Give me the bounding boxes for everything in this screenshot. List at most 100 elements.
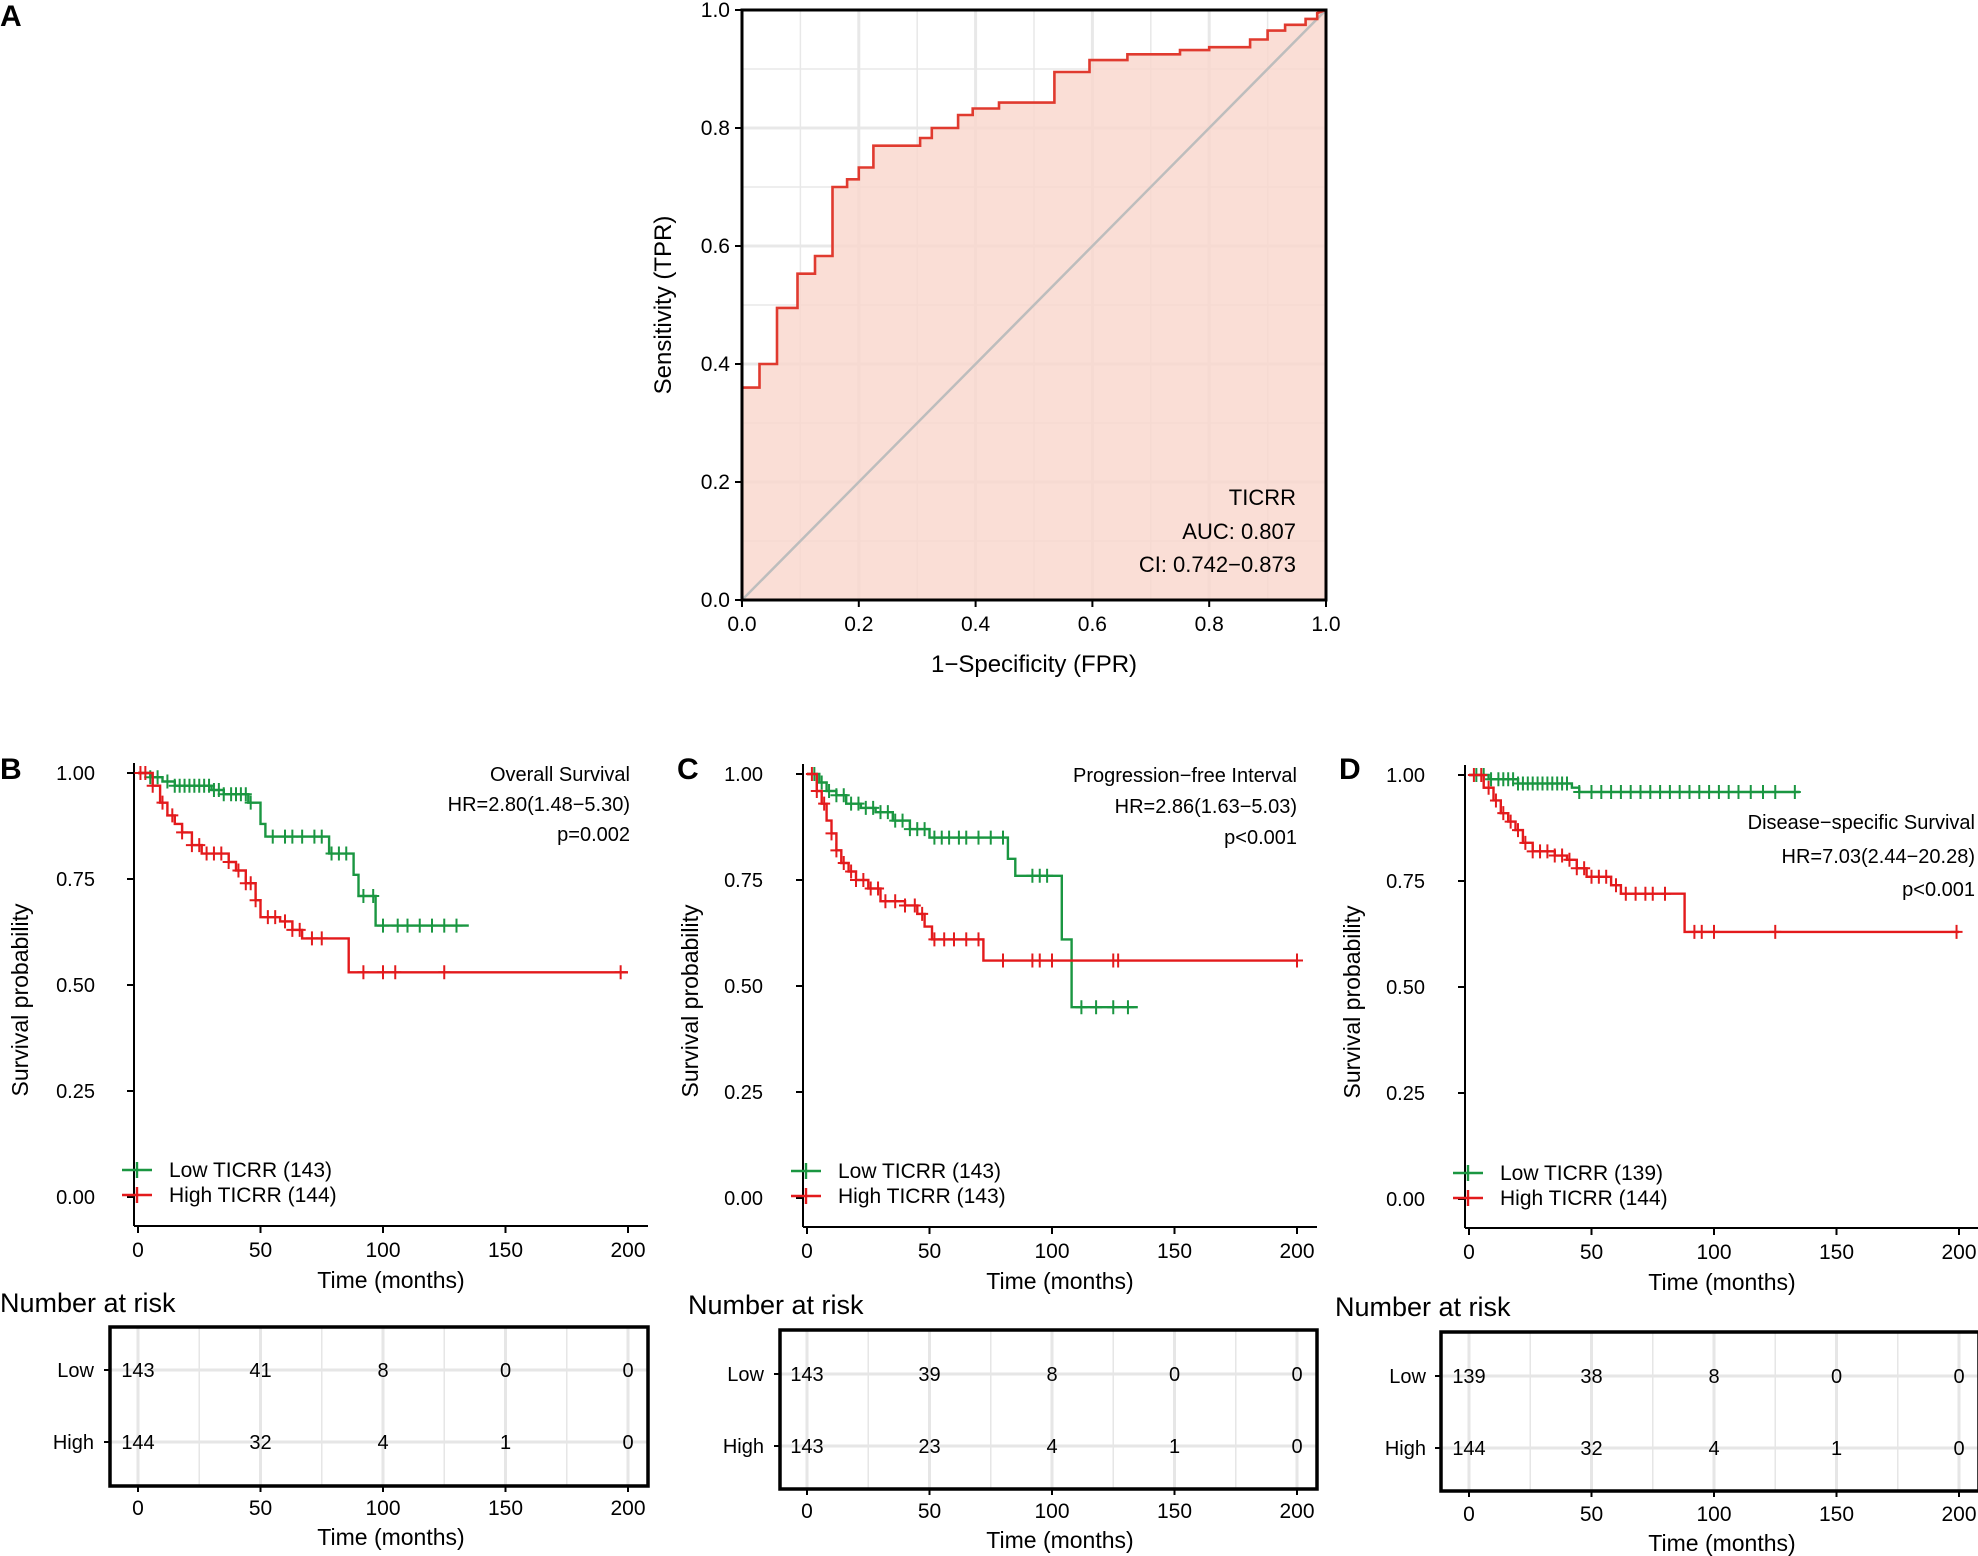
risk-x-tick-label: 150 <box>488 1497 523 1520</box>
risk-x-tick-label: 150 <box>1157 1500 1192 1523</box>
censor-mark-high <box>222 855 235 870</box>
x-tick-label: 0.6 <box>1078 613 1107 636</box>
roc-annotation: AUC: 0.807 <box>1182 519 1296 544</box>
y-tick-label: 0.25 <box>1386 1083 1425 1105</box>
censor-mark-high <box>1033 953 1046 968</box>
censor-mark-low <box>1561 776 1573 791</box>
risk-count: 0 <box>622 1432 633 1454</box>
x-tick-label: 150 <box>1157 1240 1192 1263</box>
censor-mark-high <box>845 864 858 879</box>
censor-mark-low <box>340 846 353 861</box>
risk-count: 8 <box>1708 1366 1719 1388</box>
censor-mark-low <box>918 822 931 837</box>
censor-mark-high <box>215 846 228 861</box>
censor-mark-low <box>367 888 380 903</box>
y-tick-label: 0.50 <box>1386 977 1425 999</box>
censor-mark-high <box>830 843 843 858</box>
censor-mark-low <box>972 830 985 845</box>
censor-mark-high <box>377 965 389 980</box>
y-tick-label: 0.25 <box>56 1081 95 1103</box>
risk-count: 41 <box>249 1360 271 1382</box>
risk-table-title: Number at risk <box>0 1288 176 1318</box>
risk-count: 1 <box>1831 1438 1842 1460</box>
risk-x-tick-label: 100 <box>1034 1500 1069 1523</box>
risk-count: 0 <box>1953 1366 1964 1388</box>
censor-mark-high <box>818 796 831 811</box>
risk-table-title: Number at risk <box>688 1290 864 1320</box>
y-tick-label: 1.00 <box>1386 765 1425 787</box>
km-annotation: Progression−free Interval <box>1073 765 1297 787</box>
y-tick-label: 0.8 <box>701 117 730 140</box>
censor-mark-low <box>867 800 880 815</box>
legend-key-high <box>791 1188 821 1204</box>
x-tick-label: 100 <box>1696 1241 1731 1264</box>
risk-x-tick-label: 0 <box>801 1500 813 1523</box>
censor-mark-high <box>1489 793 1502 808</box>
risk-count: 0 <box>1831 1366 1842 1388</box>
censor-mark-high <box>1497 806 1510 821</box>
censor-mark-high <box>166 808 179 823</box>
legend-label-high: High TICRR (144) <box>169 1184 337 1207</box>
censor-mark-low <box>960 830 973 845</box>
x-axis-label: Time (months) <box>1648 1269 1795 1295</box>
risk-count: 32 <box>249 1432 271 1454</box>
y-tick-label: 0.75 <box>56 869 95 891</box>
y-tick-label: 0.6 <box>701 235 730 258</box>
chance-diagonal <box>741 9 1327 601</box>
y-tick-label: 0.00 <box>1386 1189 1425 1211</box>
censor-mark-high <box>1512 823 1524 838</box>
risk-row-label-high: High <box>723 1436 764 1458</box>
risk-x-tick-label: 0 <box>132 1497 144 1520</box>
risk-count: 0 <box>1291 1364 1302 1386</box>
censor-mark-high <box>438 965 451 980</box>
risk-count: 1 <box>500 1432 511 1454</box>
y-tick-label: 1.00 <box>56 763 95 785</box>
panel-a-roc: A 0.0 0.2 0.4 0.6 0.8 1.0 0.0 0.2 0.4 0.6 0.8 1.0 1−S… <box>0 0 1341 678</box>
censor-mark-high <box>1600 869 1613 884</box>
risk-x-tick-label: 150 <box>1819 1503 1854 1526</box>
y-tick-label: 1.00 <box>724 764 763 786</box>
x-tick-label: 0.8 <box>1195 613 1224 636</box>
km-curve-low <box>138 771 469 927</box>
censor-mark-high <box>193 838 206 853</box>
x-tick-label: 0.2 <box>844 613 873 636</box>
y-tick-label: 0.2 <box>701 471 730 494</box>
censor-mark-low <box>1788 784 1801 799</box>
risk-count: 1 <box>1169 1436 1180 1458</box>
panel-label-a: A <box>0 0 22 33</box>
censor-mark-high <box>389 965 402 980</box>
censor-mark-high <box>1563 852 1576 867</box>
risk-x-axis-label: Time (months) <box>986 1527 1133 1553</box>
km-annotation: p<0.001 <box>1902 879 1975 901</box>
censor-mark-low <box>1090 1000 1103 1015</box>
censor-mark-high <box>1659 886 1671 901</box>
risk-x-tick-label: 50 <box>1580 1503 1603 1526</box>
km-annotation: Disease−specific Survival <box>1748 812 1975 834</box>
risk-count: 4 <box>1708 1438 1719 1460</box>
censor-mark-low <box>881 805 894 820</box>
y-tick-label: 0.50 <box>56 975 95 997</box>
y-tick-label: 0.0 <box>701 589 730 612</box>
x-axis-label: Time (months) <box>317 1267 464 1293</box>
censor-mark-low <box>296 829 309 844</box>
km-annotation: p=0.002 <box>557 824 630 846</box>
y-tick-label: 0.4 <box>701 353 731 376</box>
censor-mark-low <box>377 918 389 933</box>
censor-mark-low <box>1757 784 1769 799</box>
risk-x-tick-label: 50 <box>918 1500 941 1523</box>
risk-count: 144 <box>121 1432 154 1454</box>
censor-mark-low <box>1107 1000 1120 1015</box>
y-tick-label: 1.0 <box>701 0 730 22</box>
risk-count: 4 <box>1046 1436 1057 1458</box>
censor-mark-low <box>244 795 257 810</box>
y-tick-label: 0.75 <box>1386 871 1425 893</box>
censor-mark-low <box>315 829 328 844</box>
y-tick-label: 0.50 <box>724 976 763 998</box>
censor-mark-low <box>984 830 997 845</box>
risk-x-tick-label: 100 <box>1696 1503 1731 1526</box>
risk-x-axis-label: Time (months) <box>317 1524 464 1550</box>
censor-mark-high <box>1646 886 1659 901</box>
